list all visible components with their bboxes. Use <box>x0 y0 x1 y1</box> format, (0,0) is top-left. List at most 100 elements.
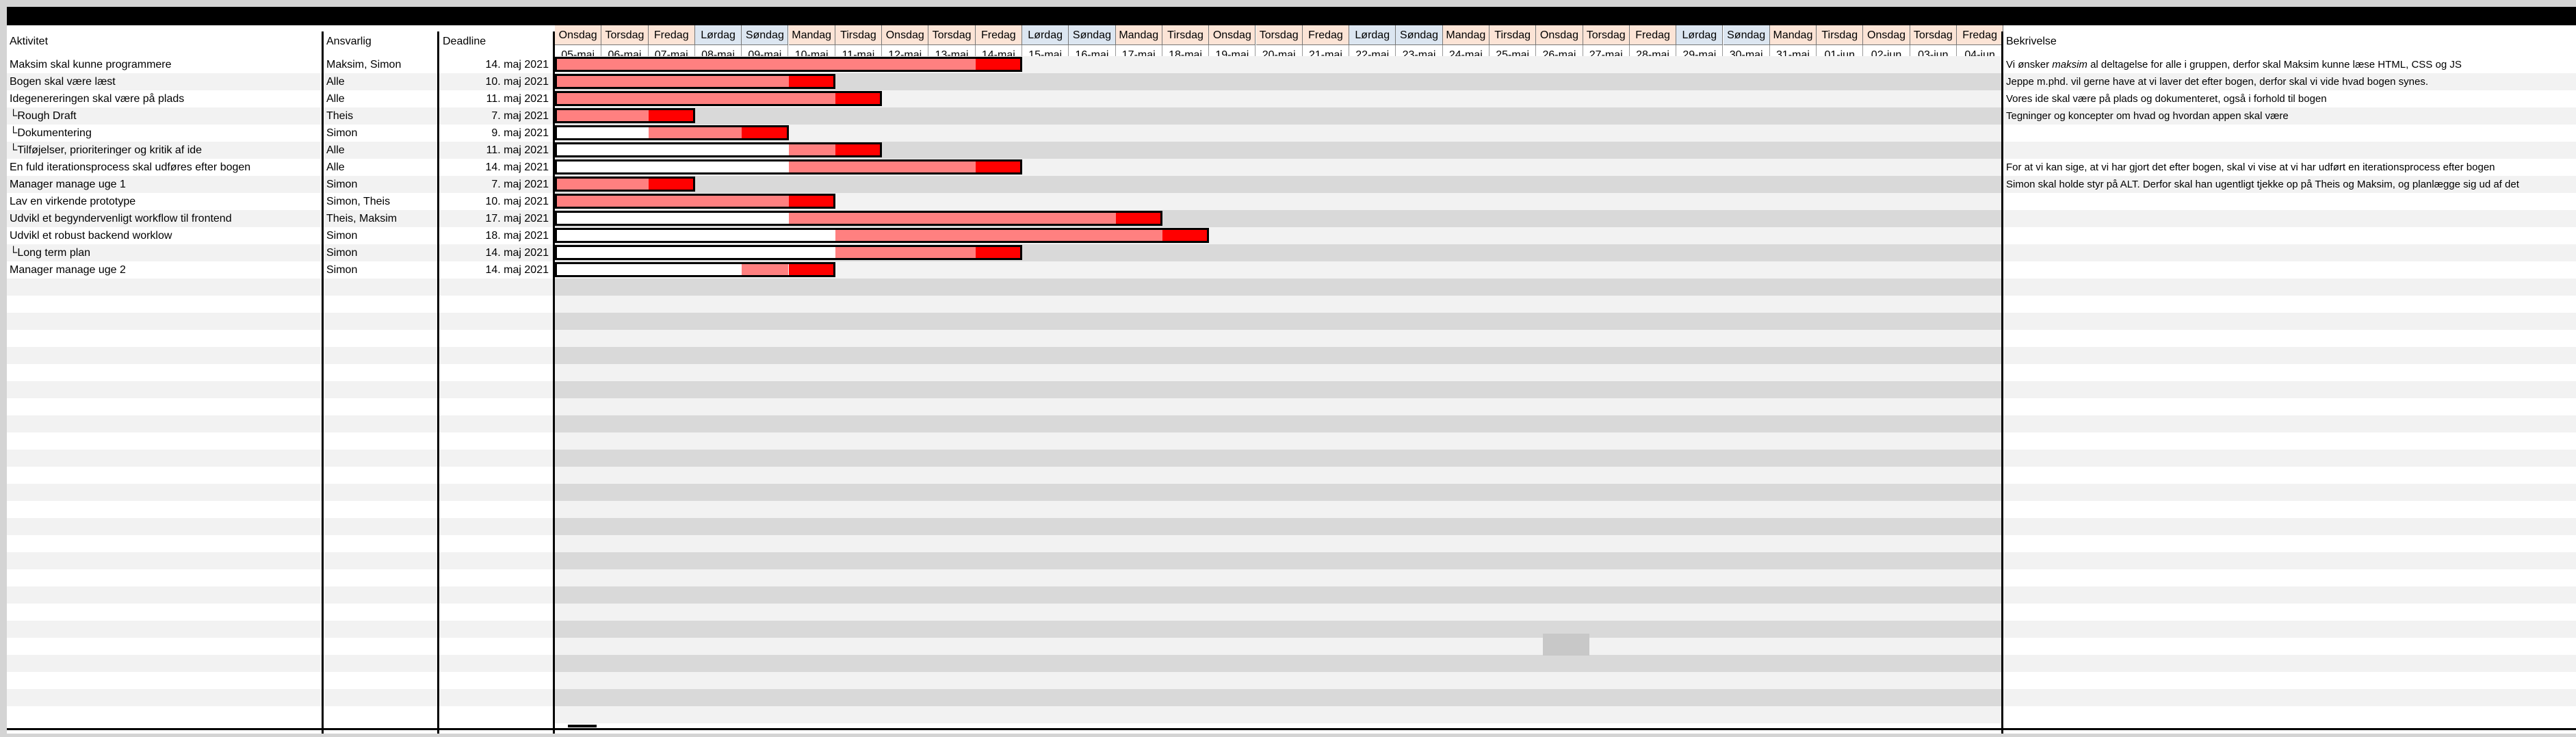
weekday-header[interactable]: Mandag <box>1115 25 1162 45</box>
gantt-bar[interactable] <box>555 108 695 123</box>
weekday-header[interactable]: Onsdag <box>555 25 602 45</box>
activity-cell[interactable]: └Dokumentering <box>10 127 92 139</box>
weekday-header[interactable]: Torsdag <box>601 25 649 45</box>
description-cell[interactable]: Vores ide skal være på plads og dokument… <box>2003 90 2327 107</box>
description-cell[interactable]: For at vi kan sige, at vi har gjort det … <box>2003 159 2495 176</box>
weekday-header[interactable]: Onsdag <box>1209 25 1256 45</box>
description-cell[interactable] <box>2003 244 2006 261</box>
weekday-header[interactable]: Søndag <box>1396 25 1443 45</box>
weekday-header[interactable]: Lørdag <box>1022 25 1069 45</box>
activity-cell[interactable]: └Rough Draft <box>10 110 77 122</box>
weekday-header[interactable]: Tirsdag <box>1489 25 1537 45</box>
gantt-bar[interactable] <box>555 57 1022 72</box>
weekday-header[interactable]: Onsdag <box>882 25 929 45</box>
gantt-bar[interactable] <box>555 74 835 89</box>
description-cell[interactable] <box>2003 261 2006 279</box>
description-cell[interactable] <box>2003 125 2006 142</box>
header-responsible[interactable]: Ansvarlig <box>326 36 372 47</box>
deadline-cell[interactable]: 14. maj 2021 <box>485 161 549 173</box>
responsible-cell[interactable]: Alle <box>326 93 345 105</box>
activity-cell[interactable]: Idegenereringen skal være på plads <box>10 93 185 105</box>
deadline-cell[interactable]: 9. maj 2021 <box>491 127 549 139</box>
header-description[interactable]: Bekrivelse <box>2006 36 2057 47</box>
gantt-bar[interactable] <box>555 177 695 192</box>
activity-cell[interactable]: └Long term plan <box>10 247 91 259</box>
weekday-header[interactable]: Fredag <box>1629 25 1677 45</box>
weekday-header[interactable]: Mandag <box>1769 25 1817 45</box>
activity-cell[interactable]: └Tilføjelser, prioriteringer og kritik a… <box>10 144 203 156</box>
weekday-header[interactable]: Lørdag <box>1676 25 1723 45</box>
activity-cell[interactable]: En fuld iterationsprocess skal udføres e… <box>10 161 251 173</box>
responsible-cell[interactable]: Alle <box>326 161 345 173</box>
deadline-cell[interactable]: 14. maj 2021 <box>485 264 549 276</box>
deadline-cell[interactable]: 7. maj 2021 <box>491 110 549 122</box>
gantt-bar[interactable] <box>555 262 835 277</box>
deadline-cell[interactable]: 10. maj 2021 <box>485 196 549 207</box>
deadline-cell[interactable]: 14. maj 2021 <box>485 59 549 70</box>
weekday-header[interactable]: Torsdag <box>1583 25 1630 45</box>
header-deadline[interactable]: Deadline <box>443 36 486 47</box>
gantt-bar[interactable] <box>555 125 789 140</box>
description-cell[interactable]: Vi ønsker maksim al deltagelse for alle … <box>2003 56 2462 73</box>
gantt-bar[interactable] <box>555 194 835 209</box>
weekday-header[interactable]: Lørdag <box>1349 25 1396 45</box>
weekday-header[interactable]: Tirsdag <box>1162 25 1210 45</box>
responsible-cell[interactable]: Simon <box>326 230 358 242</box>
responsible-cell[interactable]: Simon <box>326 247 358 259</box>
responsible-cell[interactable]: Simon, Theis <box>326 196 391 207</box>
deadline-cell[interactable]: 10. maj 2021 <box>485 76 549 88</box>
weekday-header[interactable]: Torsdag <box>1910 25 1957 45</box>
weekday-header[interactable]: Fredag <box>1302 25 1350 45</box>
gantt-bar[interactable] <box>555 228 1210 243</box>
weekday-header[interactable]: Søndag <box>742 25 789 45</box>
activity-cell[interactable]: Bogen skal være læst <box>10 76 116 88</box>
gantt-bar[interactable] <box>555 245 1022 260</box>
description-cell[interactable]: Tegninger og koncepter om hvad og hvorda… <box>2003 107 2289 125</box>
weekday-header[interactable]: Onsdag <box>1536 25 1583 45</box>
weekday-header[interactable]: Tirsdag <box>1817 25 1864 45</box>
weekday-header[interactable]: Tirsdag <box>835 25 883 45</box>
deadline-cell[interactable]: 7. maj 2021 <box>491 179 549 190</box>
deadline-cell[interactable]: 11. maj 2021 <box>486 144 549 156</box>
gantt-bar[interactable] <box>555 91 883 106</box>
sheet-tab[interactable] <box>568 725 597 727</box>
description-cell[interactable] <box>2003 210 2006 227</box>
deadline-cell[interactable]: 11. maj 2021 <box>486 93 549 105</box>
gantt-bar[interactable] <box>555 159 1022 174</box>
activity-cell[interactable]: Maksim skal kunne programmere <box>10 59 172 70</box>
weekday-header[interactable]: Fredag <box>975 25 1022 45</box>
responsible-cell[interactable]: Alle <box>326 76 345 88</box>
activity-cell[interactable]: Lav en virkende prototype <box>10 196 136 207</box>
gantt-bar[interactable] <box>555 211 1162 226</box>
weekday-header[interactable]: Torsdag <box>1256 25 1303 45</box>
header-activity[interactable]: Aktivitet <box>10 36 49 47</box>
weekday-header[interactable]: Mandag <box>1442 25 1489 45</box>
description-cell[interactable] <box>2003 193 2006 210</box>
description-cell[interactable] <box>2003 227 2006 244</box>
weekday-header[interactable]: Torsdag <box>928 25 976 45</box>
weekday-header[interactable]: Fredag <box>648 25 695 45</box>
activity-cell[interactable]: Udvikl et begyndervenligt workflow til f… <box>10 213 232 224</box>
responsible-cell[interactable]: Maksim, Simon <box>326 59 402 70</box>
weekday-header[interactable]: Mandag <box>788 25 835 45</box>
description-cell[interactable]: Simon skal holde styr på ALT. Derfor ska… <box>2003 176 2519 193</box>
activity-cell[interactable]: Manager manage uge 2 <box>10 264 126 276</box>
responsible-cell[interactable]: Simon <box>326 264 358 276</box>
responsible-cell[interactable]: Theis, Maksim <box>326 213 398 224</box>
description-cell[interactable]: Jeppe m.phd. vil gerne have at vi laver … <box>2003 73 2428 90</box>
deadline-cell[interactable]: 17. maj 2021 <box>485 213 549 224</box>
gantt-bar[interactable] <box>555 142 883 157</box>
deadline-cell[interactable]: 14. maj 2021 <box>485 247 549 259</box>
deadline-cell[interactable]: 18. maj 2021 <box>485 230 549 242</box>
activity-cell[interactable]: Manager manage uge 1 <box>10 179 126 190</box>
description-cell[interactable] <box>2003 142 2006 159</box>
weekday-header[interactable]: Søndag <box>1069 25 1116 45</box>
responsible-cell[interactable]: Simon <box>326 179 358 190</box>
activity-cell[interactable]: Udvikl et robust backend worklow <box>10 230 172 242</box>
responsible-cell[interactable]: Simon <box>326 127 358 139</box>
weekday-header[interactable]: Fredag <box>1957 25 2004 45</box>
weekday-header[interactable]: Onsdag <box>1863 25 1910 45</box>
responsible-cell[interactable]: Alle <box>326 144 345 156</box>
weekday-header[interactable]: Lørdag <box>694 25 742 45</box>
selected-cell[interactable] <box>1543 634 1589 656</box>
